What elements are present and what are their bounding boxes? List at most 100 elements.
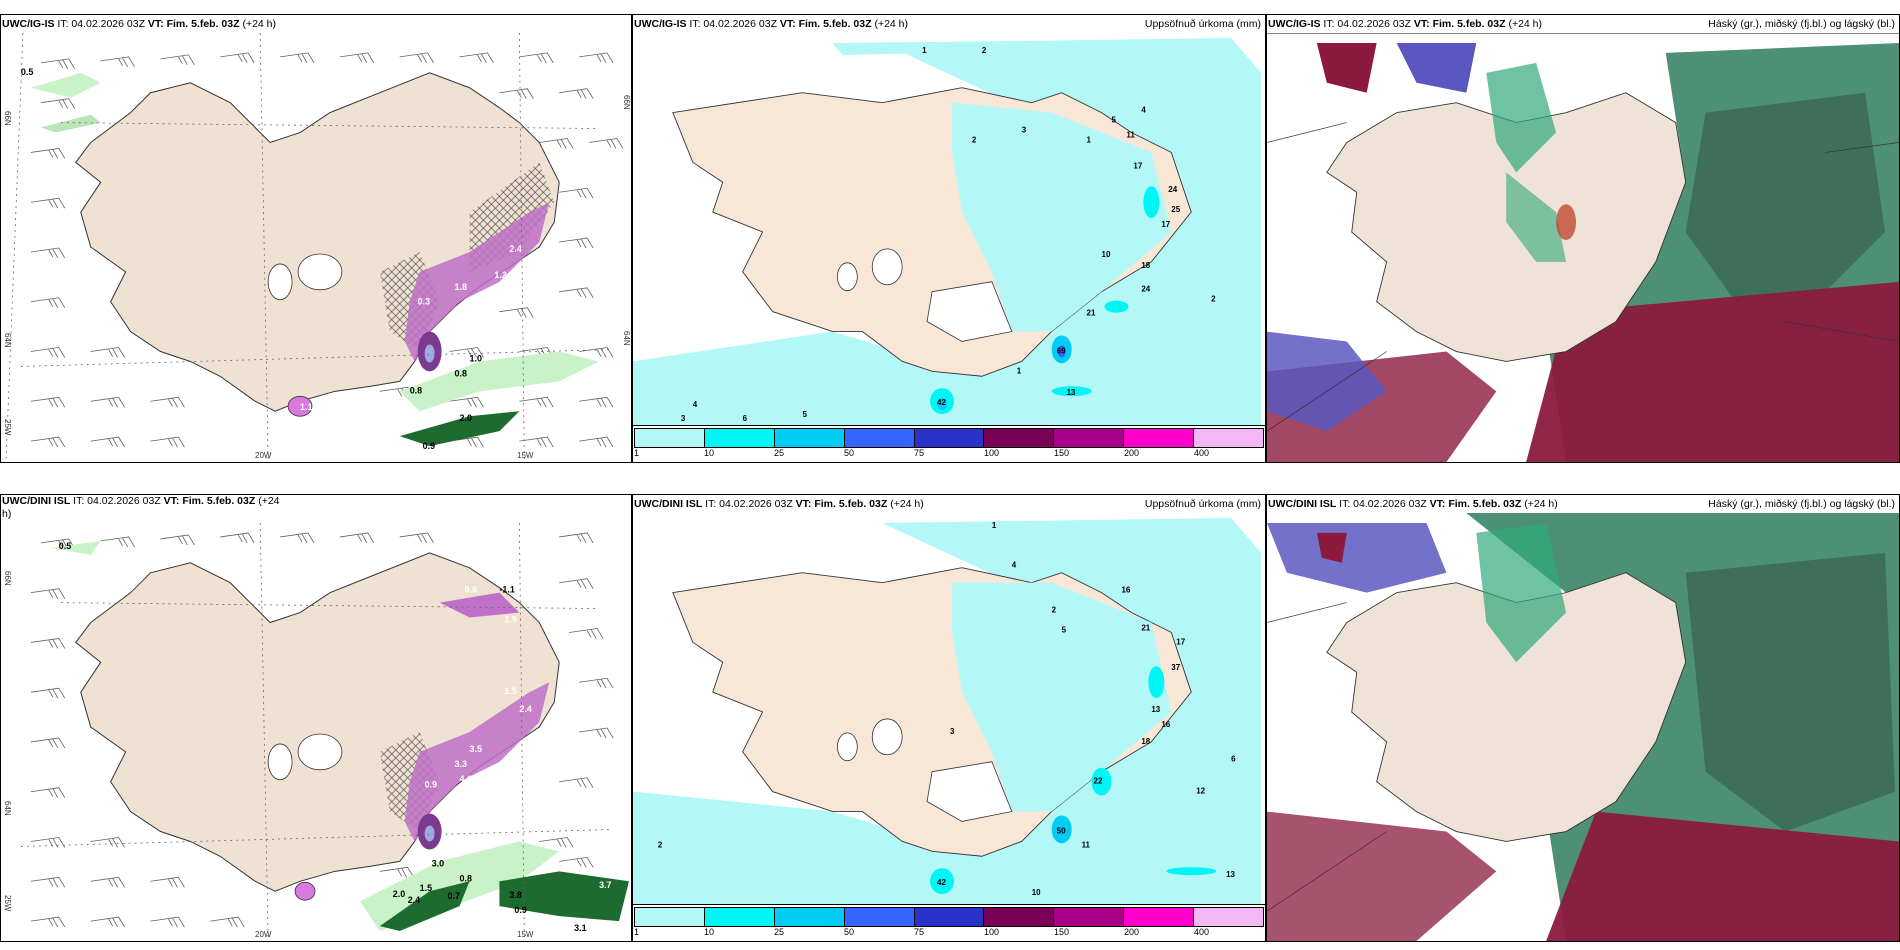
panel-header: UWC/DINI ISL IT: 04.02.2026 03Z VT: Fim.… [1, 495, 631, 525]
colorbar-tick-label: 50 [844, 927, 855, 937]
panel-header: UWC/DINI ISL IT: 04.02.2026 03Z VT: Fim.… [633, 495, 1265, 513]
panel-header: UWC/IG-IS IT: 04.02.2026 03Z VT: Fim. 5.… [1267, 15, 1899, 33]
panel-top-right: UWC/IG-IS IT: 04.02.2026 03Z VT: Fim. 5.… [1266, 14, 1900, 463]
lat-label: 66N [622, 95, 631, 110]
value-label: 0.8 [455, 368, 467, 378]
valid-time: VT: Fim. 5.feb. 03Z [147, 18, 240, 30]
lat-label: 64N [622, 331, 631, 346]
value-label: 6 [743, 414, 748, 423]
colorbar-tick-label: 1 [634, 927, 640, 937]
map-title: Háský (gr.), miðský (fj.bl.) og lágský (… [1708, 18, 1895, 30]
colorbar-swatch [914, 429, 985, 447]
lat-label: 66N [3, 111, 12, 126]
value-label: -1.1 [499, 585, 514, 595]
colorbar-tick-label: 400 [1194, 927, 1210, 937]
lon-label: 15W [517, 930, 534, 939]
colorbar-swatch [1194, 429, 1264, 447]
value-label: 1 [922, 46, 927, 55]
value-label: 2 [982, 46, 987, 55]
value-label: 2.0 [460, 413, 472, 423]
value-label: 12 [1196, 787, 1205, 796]
colorbar-swatch [1124, 908, 1195, 926]
value-label: 11 [1126, 130, 1135, 139]
colorbar-swatch [984, 908, 1055, 926]
colorbar: 1 10 25 50 75 100 150 200 400 [633, 425, 1265, 462]
lat-label: 64N [3, 801, 12, 816]
valid-time: VT: Fim. 5.feb. 03Z [779, 18, 872, 30]
value-label: 2 [972, 135, 977, 144]
panel-header: UWC/DINI ISL IT: 04.02.2026 03Z VT: Fim.… [1267, 495, 1899, 513]
value-label: 0.8 [465, 585, 477, 595]
colorbar-swatch [844, 908, 915, 926]
value-label: 0.5 [59, 541, 71, 551]
colorbar-swatch [914, 908, 985, 926]
value-label: 0.7 [448, 891, 460, 901]
colorbar-tick-label: 1 [634, 448, 640, 458]
value-label: 42 [937, 878, 946, 887]
value-label: 2.4 [509, 244, 521, 254]
map-accumulated-precipitation: 1 4 2 5 16 21 17 37 13 16 18 22 50 42 12… [633, 513, 1265, 905]
value-label: 0.4 [448, 324, 460, 334]
colorbar-tick-label: 100 [984, 448, 1000, 458]
valid-time: VT: Fim. 5.feb. 03Z [1429, 498, 1522, 510]
panel-bottom-middle: UWC/DINI ISL IT: 04.02.2026 03Z VT: Fim.… [632, 494, 1266, 942]
lat-label: 64N [3, 333, 12, 348]
value-label: 0.8 [410, 385, 422, 395]
value-label: 6 [1231, 755, 1236, 764]
colorbar-swatch [984, 429, 1055, 447]
colorbar-swatch [1194, 908, 1264, 926]
model-name: UWC/IG-IS [2, 18, 55, 30]
valid-time: VT: Fim. 5.feb. 03Z [795, 498, 888, 510]
init-time: IT: 04.02.2026 03Z [1323, 18, 1411, 30]
value-label: 1.1 [300, 402, 312, 412]
value-label: 11 [1082, 840, 1091, 849]
value-label: 1 [1087, 135, 1092, 144]
lead-time: (+24 h) [874, 18, 909, 30]
value-label: 3 [1022, 126, 1027, 135]
value-label: 18 [1141, 737, 1150, 746]
colorbar-tick-label: 200 [1124, 448, 1140, 458]
value-label: 3.1 [574, 923, 586, 933]
colorbar-tick-label: 25 [774, 448, 785, 458]
value-label: 0.8 [460, 873, 472, 883]
colorbar-swatch [774, 429, 845, 447]
value-label: 13 [1067, 388, 1076, 397]
init-time: IT: 04.02.2026 03Z [73, 495, 161, 507]
colorbar-swatch [1054, 908, 1125, 926]
value-label: 1.2 [494, 270, 506, 280]
init-time: IT: 04.02.2026 03Z [705, 498, 793, 510]
value-label: 1.5 [420, 883, 432, 893]
model-name: UWC/IG-IS [634, 18, 687, 30]
value-label: 4 [693, 400, 698, 409]
panel-header: UWC/IG-IS IT: 04.02.2026 03Z VT: Fim. 5.… [633, 15, 1265, 33]
value-label: 16 [1161, 720, 1170, 729]
value-label: 2 [1052, 605, 1057, 614]
value-label: 2.4 [519, 704, 531, 714]
colorbar-tick-label: 150 [1054, 448, 1070, 458]
value-label: 1.5 [504, 686, 516, 696]
panel-bottom-right: UWC/DINI ISL IT: 04.02.2026 03Z VT: Fim.… [1266, 494, 1900, 942]
value-label: 18 [1141, 261, 1150, 270]
map-accumulated-precipitation: 1 2 3 2 1 4 5 11 17 24 25 17 18 24 10 21… [633, 33, 1265, 426]
init-time: IT: 04.02.2026 03Z [1339, 498, 1427, 510]
map-wind-precip: 0.5 0.3 1.8 1.2 2.4 0.4 1.0 0.8 0.8 2.0 … [1, 33, 631, 462]
value-label: 3.8 [509, 890, 521, 900]
colorbar-swatch [844, 429, 915, 447]
colorbar-swatch [635, 429, 705, 447]
lead-time: (+24 [258, 495, 280, 507]
colorbar-tick-label: 10 [704, 927, 715, 937]
value-label: 2.0 [393, 889, 405, 899]
lat-label: 66N [3, 571, 12, 586]
colorbar-tick-label: 25 [774, 927, 785, 937]
colorbar-tick-label: 75 [914, 927, 925, 937]
panel-top-middle: UWC/IG-IS IT: 04.02.2026 03Z VT: Fim. 5.… [632, 14, 1266, 463]
value-label: 3.5 [470, 744, 482, 754]
value-label: 4 [1012, 561, 1017, 570]
value-label: 21 [1087, 309, 1096, 318]
value-label: 5 [1111, 116, 1116, 125]
value-label: 24 [1141, 285, 1150, 294]
lead-time: (+24 h) [1524, 498, 1558, 510]
value-label: 16 [1121, 586, 1130, 595]
panel-top-left: UWC/IG-IS IT: 04.02.2026 03Z VT: Fim. 5.… [0, 14, 632, 463]
value-label: 3.3 [455, 759, 467, 769]
